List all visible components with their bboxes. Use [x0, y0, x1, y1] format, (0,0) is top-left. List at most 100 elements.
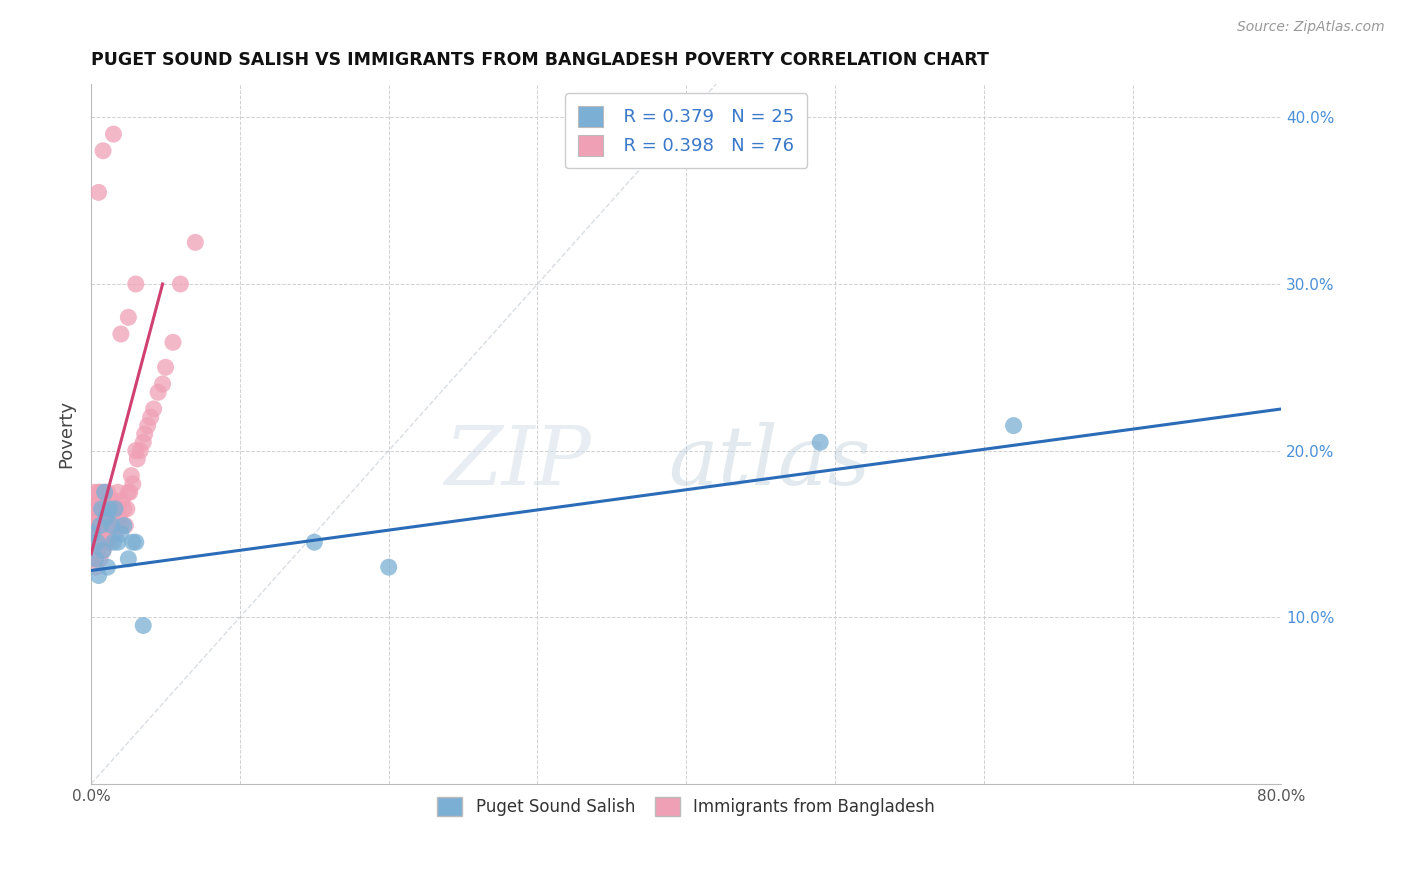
Point — [1002, 418, 1025, 433]
Point — [89, 518, 111, 533]
Point — [184, 235, 207, 250]
Point — [142, 401, 165, 416]
Point — [91, 527, 114, 541]
Text: atlas: atlas — [668, 422, 870, 502]
Point — [111, 493, 134, 508]
Point — [100, 493, 122, 508]
Point — [132, 618, 155, 632]
Point — [121, 535, 143, 549]
Point — [125, 535, 148, 549]
Point — [93, 485, 115, 500]
Point — [83, 485, 105, 500]
Point — [121, 476, 143, 491]
Text: Source: ZipAtlas.com: Source: ZipAtlas.com — [1237, 20, 1385, 34]
Point — [110, 326, 132, 341]
Point — [132, 435, 155, 450]
Point — [94, 535, 117, 549]
Point — [107, 485, 129, 500]
Point — [86, 543, 108, 558]
Point — [93, 485, 115, 500]
Point — [152, 376, 174, 391]
Point — [86, 493, 108, 508]
Point — [91, 493, 114, 508]
Point — [114, 518, 136, 533]
Point — [86, 535, 108, 549]
Point — [107, 535, 129, 549]
Point — [98, 510, 121, 524]
Point — [84, 502, 107, 516]
Point — [87, 535, 110, 549]
Point — [83, 552, 105, 566]
Point — [96, 518, 118, 533]
Point — [90, 502, 112, 516]
Point — [107, 502, 129, 516]
Point — [155, 360, 177, 375]
Point — [304, 535, 326, 549]
Point — [162, 335, 184, 350]
Point — [90, 502, 112, 516]
Point — [104, 493, 127, 508]
Point — [105, 518, 128, 533]
Point — [127, 451, 149, 466]
Point — [84, 518, 107, 533]
Point — [82, 518, 104, 533]
Point — [117, 485, 139, 500]
Point — [101, 518, 124, 533]
Point — [139, 410, 162, 425]
Point — [808, 435, 831, 450]
Point — [87, 186, 110, 200]
Point — [87, 485, 110, 500]
Point — [169, 277, 191, 291]
Point — [104, 502, 127, 516]
Text: PUGET SOUND SALISH VS IMMIGRANTS FROM BANGLADESH POVERTY CORRELATION CHART: PUGET SOUND SALISH VS IMMIGRANTS FROM BA… — [91, 51, 988, 69]
Point — [103, 127, 125, 141]
Point — [86, 527, 108, 541]
Point — [146, 385, 169, 400]
Point — [91, 543, 114, 558]
Point — [93, 510, 115, 524]
Point — [115, 502, 138, 516]
Point — [134, 426, 156, 441]
Point — [84, 560, 107, 574]
Point — [104, 527, 127, 541]
Point — [103, 510, 125, 524]
Legend: Puget Sound Salish, Immigrants from Bangladesh: Puget Sound Salish, Immigrants from Bang… — [429, 789, 943, 824]
Point — [103, 535, 125, 549]
Point — [96, 560, 118, 574]
Point — [89, 527, 111, 541]
Point — [98, 502, 121, 516]
Point — [87, 518, 110, 533]
Point — [91, 543, 114, 558]
Point — [110, 518, 132, 533]
Point — [117, 552, 139, 566]
Point — [82, 493, 104, 508]
Point — [377, 560, 399, 574]
Point — [112, 502, 135, 516]
Point — [89, 552, 111, 566]
Point — [125, 443, 148, 458]
Point — [108, 510, 131, 524]
Point — [125, 277, 148, 291]
Point — [82, 527, 104, 541]
Point — [129, 443, 152, 458]
Point — [87, 568, 110, 582]
Point — [96, 485, 118, 500]
Y-axis label: Poverty: Poverty — [58, 400, 75, 468]
Point — [91, 144, 114, 158]
Point — [90, 535, 112, 549]
Point — [94, 502, 117, 516]
Point — [84, 552, 107, 566]
Point — [89, 485, 111, 500]
Point — [112, 518, 135, 533]
Point — [117, 310, 139, 325]
Point — [84, 535, 107, 549]
Text: ZIP: ZIP — [444, 422, 591, 502]
Point — [83, 510, 105, 524]
Point — [120, 468, 142, 483]
Point — [98, 535, 121, 549]
Point — [110, 527, 132, 541]
Point — [101, 518, 124, 533]
Point — [136, 418, 159, 433]
Point — [82, 543, 104, 558]
Point — [83, 527, 105, 541]
